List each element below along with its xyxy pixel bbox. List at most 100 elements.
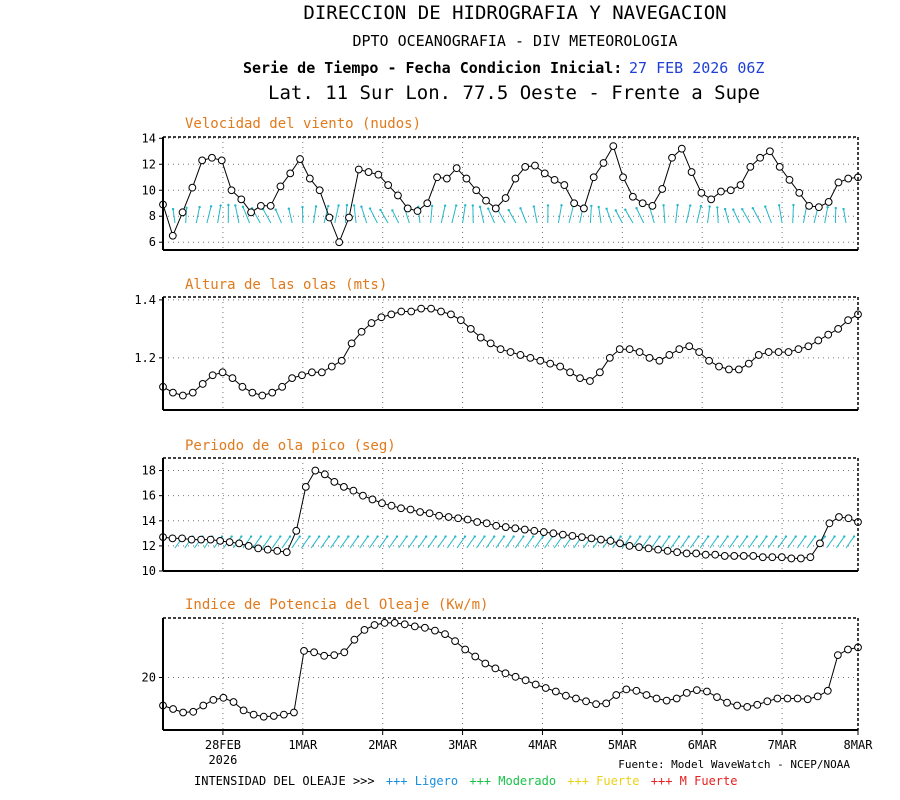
arrow-head [185,206,188,210]
data-point [695,348,704,356]
data-point [189,707,198,716]
arrow-head [219,204,222,207]
arrow-head [648,535,652,538]
data-point [427,304,435,313]
arrow-head [813,535,817,538]
direction-arrow [767,536,777,549]
direction-arrow [624,209,634,224]
data-point [550,175,559,184]
y-tick-label: 12 [142,539,156,553]
direction-arrow [485,536,495,549]
direction-arrow [675,205,679,224]
data-point [340,648,349,657]
direction-arrow [777,536,787,549]
data-point [311,466,320,475]
data-point [278,382,287,391]
data-point [835,513,843,521]
data-point [178,391,187,400]
data-point [662,696,671,705]
x-tick-label: 3MAR [448,738,478,752]
data-point [774,348,783,356]
data-point [531,161,539,170]
direction-arrow [495,536,505,549]
data-point [692,549,701,558]
data-point [216,536,225,545]
data-point [834,178,843,187]
direction-arrow [323,205,329,224]
data-point [655,356,664,365]
data-point [589,173,598,182]
data-point [572,694,580,703]
data-point [787,554,796,563]
data-point [188,388,197,397]
data-point [244,541,253,550]
data-point [350,635,359,644]
panel-title: Altura de las olas (mts) [185,277,387,293]
direction-arrow [380,209,389,224]
direction-arrow [242,206,251,224]
data-point [169,388,177,397]
data-point [833,651,842,659]
arrow-head [716,206,719,209]
y-tick-label: 10 [142,183,156,197]
arrow-head [531,535,535,538]
y-tick-label: 6 [149,235,156,249]
arrow-head [227,203,230,207]
data-point [804,342,813,351]
direction-arrow [310,536,320,549]
data-point [622,685,631,694]
arrow-head [473,535,476,538]
data-point [766,147,774,156]
direction-arrow [312,206,317,224]
arrow-head [546,204,550,207]
arrow-head [745,535,749,538]
arrow-head [483,535,486,538]
arrow-head [395,535,399,538]
data-point [756,153,765,162]
data-point [320,470,329,479]
arrow-head [676,203,679,207]
arrow-head [741,208,744,211]
data-point [266,201,275,210]
data-point [549,529,558,538]
data-point [844,514,853,523]
direction-arrow [479,206,485,224]
direction-arrow [505,536,515,549]
data-point [225,538,234,547]
arrow-head [629,535,632,538]
arrow-head [279,535,282,538]
data-point [308,368,316,377]
arrow-head [209,205,213,208]
data-point [692,686,701,694]
data-point [249,710,258,719]
direction-arrow [826,536,835,549]
data-point [384,181,393,189]
data-point [844,316,852,325]
arrow-head [347,535,350,538]
data-point [734,365,743,374]
arrow-head [366,535,369,538]
data-point [417,304,426,313]
direction-arrows [171,203,847,224]
direction-arrow [636,208,645,224]
data-point [749,552,758,560]
data-point [259,712,268,721]
arrow-head [852,535,856,538]
data-point [454,514,463,523]
arrow-head [471,204,475,207]
x-tick-label: 4MAR [528,738,558,752]
data-point [602,699,611,708]
data-point [644,544,653,553]
data-point [407,307,416,316]
direction-arrow [787,536,797,549]
data-point [208,371,217,380]
arrow-head [327,204,330,208]
y-tick-label: 20 [142,671,156,685]
data-point [400,620,409,629]
data-point [292,526,301,535]
direction-arrow [446,536,456,549]
arrow-head [502,535,506,538]
direction-arrow [741,208,751,224]
data-point [814,203,823,212]
data-point [672,694,681,703]
